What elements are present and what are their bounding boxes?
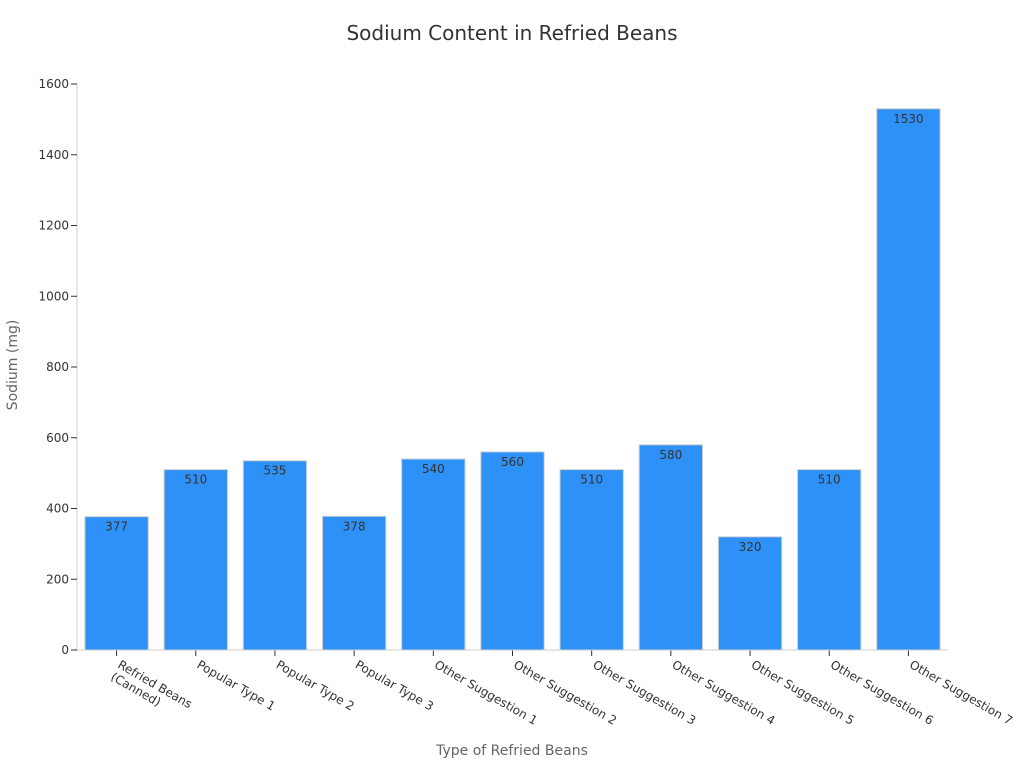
bar [559, 469, 624, 651]
x-tick-label-line: Popular Type 2 [274, 657, 357, 713]
y-tick-label: 400 [46, 502, 69, 516]
bar [84, 516, 149, 651]
y-tick-label: 800 [46, 360, 69, 374]
bar-labels-group: 377 510 535 378 540 560 510 580 320 510 1530 [105, 112, 924, 554]
x-axis: Refried Beans(Canned) Popular Type 1Popul… [77, 649, 1015, 728]
bar [638, 444, 704, 651]
bar [876, 108, 941, 651]
bar [797, 469, 862, 651]
bar-value-label: 510 [818, 473, 841, 487]
y-tick-label: 0 [61, 643, 69, 657]
y-tick-label: 1400 [38, 148, 69, 162]
x-tick-label: Popular Type 2 [274, 657, 357, 713]
bar [401, 458, 466, 651]
y-axis-title: Sodium (mg) [5, 320, 21, 411]
bar-value-label: 377 [105, 520, 128, 534]
bar-value-label: 378 [343, 519, 366, 533]
bar-value-label: 1530 [893, 112, 924, 126]
bars-group [84, 108, 941, 651]
bar [321, 515, 387, 651]
bar-value-label: 320 [739, 540, 762, 554]
x-tick-label-line: Popular Type 1 [195, 657, 278, 713]
x-axis-title: Type of Refried Beans [435, 743, 588, 759]
bar [242, 460, 308, 651]
y-tick-label: 1600 [38, 77, 69, 91]
chart-title: Sodium Content in Refried Beans [346, 21, 677, 45]
x-tick-label-line: Popular Type 3 [353, 657, 436, 713]
y-tick-label: 200 [46, 572, 69, 586]
bar-value-label: 535 [264, 464, 287, 478]
x-tick-label: Refried Beans(Canned) [108, 657, 194, 711]
bar-value-label: 540 [422, 462, 445, 476]
y-tick-label: 1000 [38, 289, 69, 303]
bar [480, 451, 545, 651]
bar-value-label: 560 [501, 455, 524, 469]
y-tick-label: 600 [46, 431, 69, 445]
bar-value-label: 510 [580, 473, 603, 487]
bar-value-label: 510 [184, 473, 207, 487]
x-tick-label: Popular Type 3 [353, 657, 436, 713]
x-tick-label: Popular Type 1 [195, 657, 278, 713]
y-tick-label: 1200 [38, 219, 69, 233]
bar [163, 469, 228, 651]
bar [717, 536, 783, 651]
bar-value-label: 580 [659, 448, 682, 462]
y-axis: 0 200 400 600 800 1000 1200 1400 1600 [38, 77, 78, 657]
